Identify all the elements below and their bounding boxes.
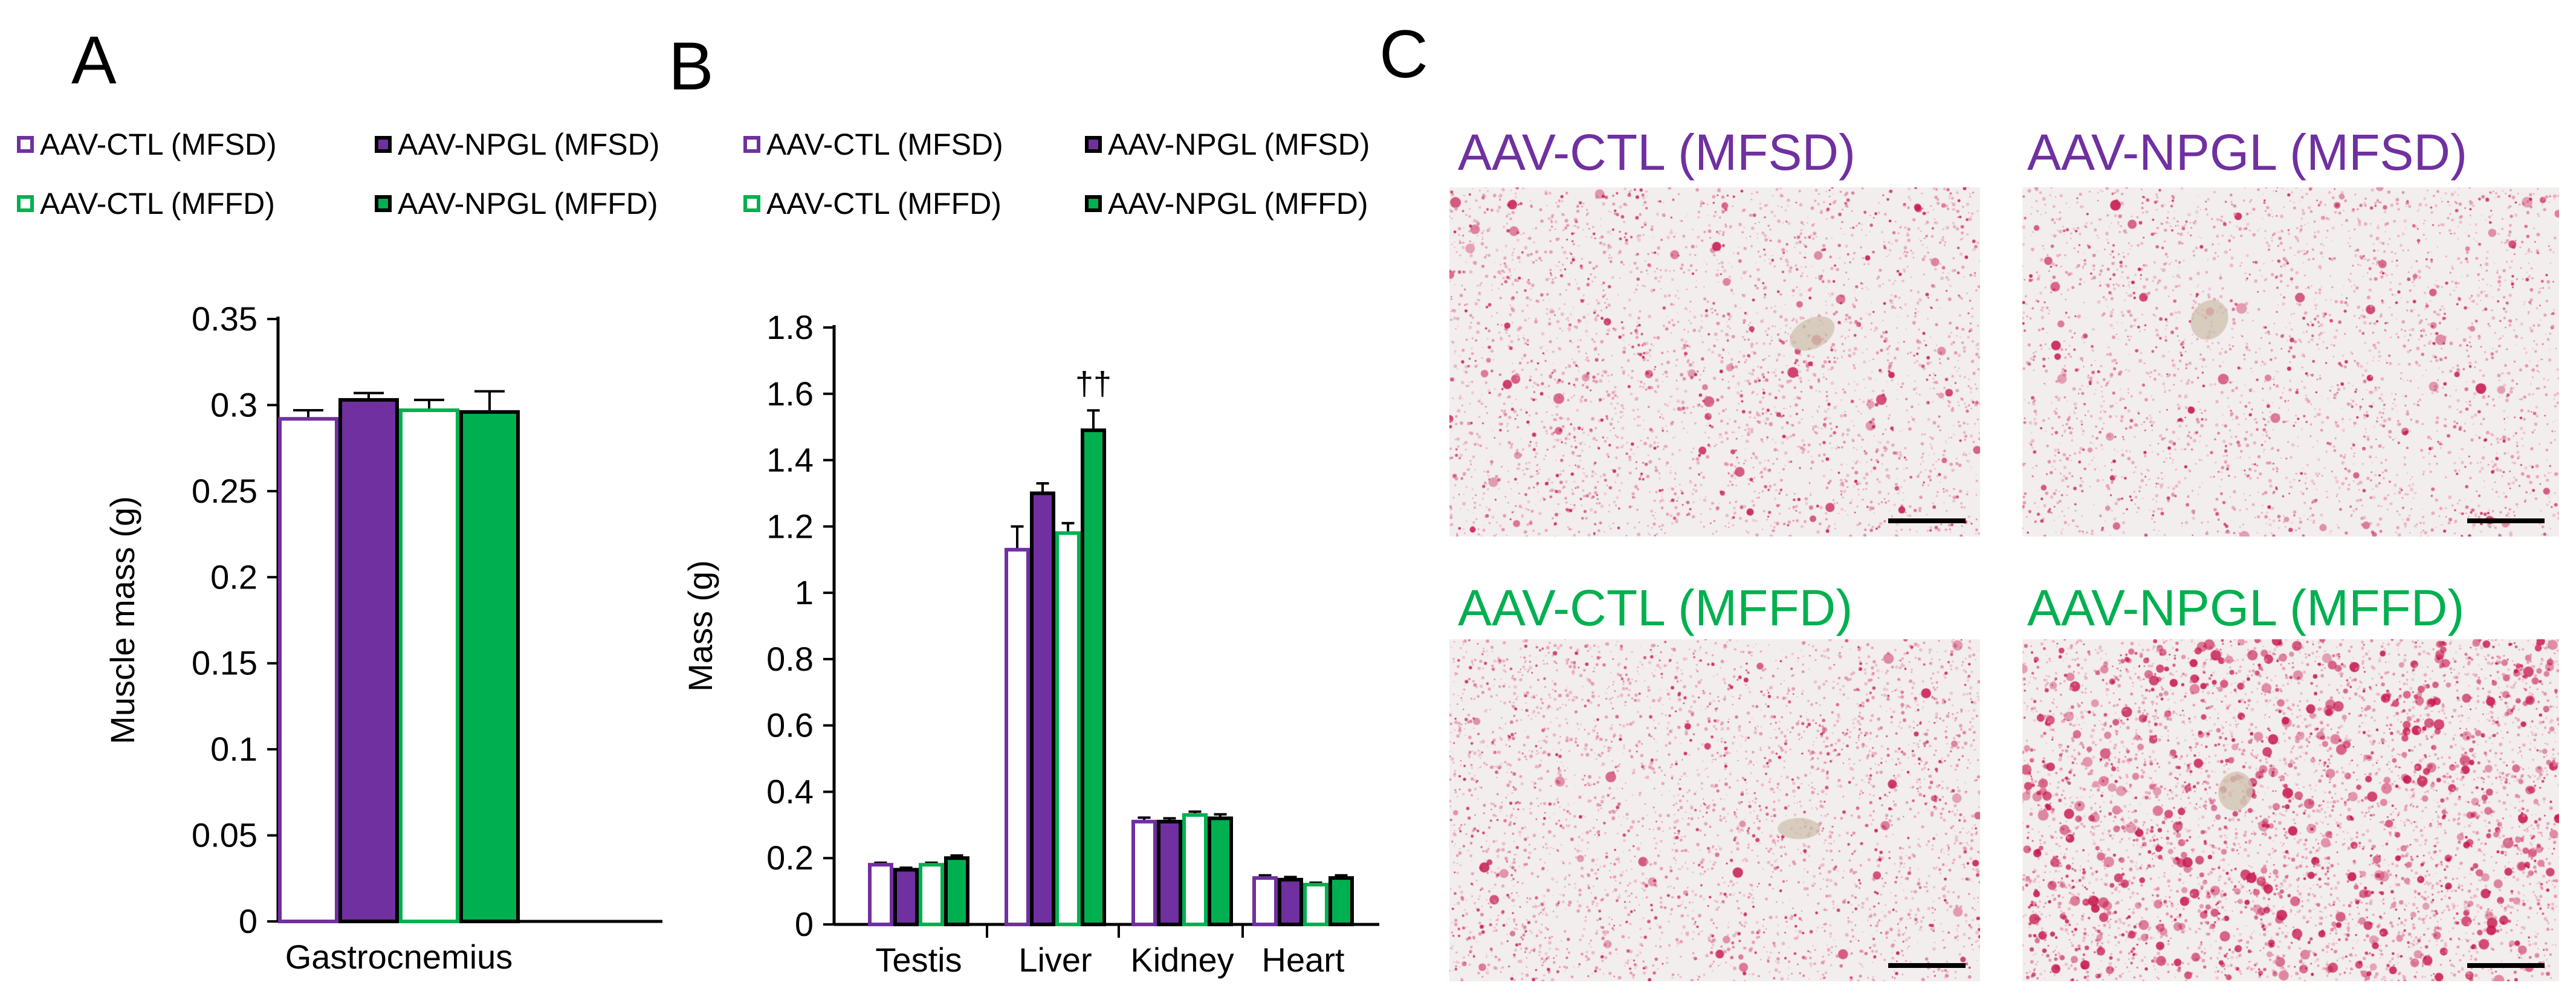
- bar: [868, 863, 893, 926]
- legend-label: AAV-NPGL (MFFD): [1108, 187, 1368, 221]
- legend-item: AAV-NPGL (MFFD): [375, 186, 658, 221]
- x-tick-label: Heart: [1262, 941, 1345, 979]
- micrograph-image: [2022, 187, 2559, 537]
- legend-label: AAV-NPGL (MFSD): [1108, 127, 1370, 161]
- y-tick-label: 1.2: [766, 507, 814, 545]
- panel-b-label: B: [668, 28, 714, 104]
- legend-label: AAV-CTL (MFSD): [766, 127, 1003, 161]
- legend-swatch: [17, 136, 34, 153]
- y-tick-label: 0.6: [766, 706, 814, 744]
- legend-item: AAV-NPGL (MFFD): [1085, 186, 1368, 221]
- legend-swatch: [1085, 136, 1102, 153]
- y-tick-label: 1.8: [766, 308, 814, 346]
- micrograph-image: [2022, 639, 2559, 981]
- bar: [944, 856, 969, 926]
- scale-bar: [2467, 963, 2545, 968]
- legend-item: AAV-NPGL (MFSD): [1085, 127, 1370, 162]
- y-tick-label: 0.1: [210, 730, 257, 768]
- y-tick-label: 0.25: [192, 472, 257, 510]
- legend-swatch: [17, 195, 34, 212]
- bar: [459, 410, 520, 923]
- y-tick-label: 0.2: [766, 839, 814, 877]
- significance-annotation: ††: [1075, 366, 1112, 402]
- bar: [1208, 816, 1233, 927]
- y-tick-label: 1.4: [766, 441, 814, 479]
- scale-bar: [1888, 518, 1966, 523]
- micrograph-title: AAV-NPGL (MFFD): [2027, 579, 2465, 636]
- x-tick-label: Testis: [875, 941, 962, 979]
- micrograph-title: AAV-NPGL (MFSD): [2027, 124, 2468, 181]
- bar: [278, 417, 338, 923]
- legend-swatch: [743, 195, 760, 212]
- y-tick-label: 0.8: [766, 640, 814, 678]
- micrograph-image: [1449, 187, 1980, 537]
- panel-c-label: C: [1379, 16, 1428, 92]
- bar: [1157, 819, 1182, 927]
- legend-label: AAV-NPGL (MFSD): [398, 127, 660, 161]
- y-tick-label: 0.2: [210, 558, 257, 596]
- y-tick-label: 0: [239, 902, 257, 940]
- bar: [1252, 876, 1278, 926]
- legend-swatch: [375, 136, 392, 153]
- scale-bar: [2467, 518, 2545, 523]
- scale-bar: [1888, 963, 1966, 968]
- legend-label: AAV-CTL (MFSD): [40, 127, 277, 161]
- legend-item: AAV-CTL (MFFD): [17, 186, 275, 221]
- legend-label: AAV-CTL (MFFD): [40, 187, 275, 221]
- y-tick-label: 0: [795, 905, 814, 943]
- bar: [338, 398, 399, 923]
- legend-item: AAV-CTL (MFFD): [743, 186, 1002, 221]
- y-tick-label: 0.15: [192, 644, 257, 682]
- bar: [919, 863, 944, 926]
- y-tick-label: 0.05: [192, 816, 257, 854]
- bar: [1303, 883, 1328, 926]
- y-tick-label: 0.4: [766, 772, 814, 810]
- bar: [1328, 876, 1354, 926]
- bar: [1005, 547, 1030, 926]
- bar: [399, 408, 459, 923]
- micrograph-title: AAV-CTL (MFFD): [1458, 579, 1853, 636]
- bar: [893, 868, 919, 927]
- micrograph-title: AAV-CTL (MFSD): [1458, 124, 1856, 181]
- y-axis-label: Mass (g): [681, 560, 719, 692]
- legend-label: AAV-CTL (MFFD): [766, 187, 1002, 221]
- y-tick-label: 0.3: [210, 385, 257, 424]
- legend-item: AAV-NPGL (MFSD): [375, 127, 659, 162]
- micrograph-image: [1449, 639, 1980, 981]
- bar: [1182, 813, 1208, 927]
- legend-item: AAV-CTL (MFSD): [17, 127, 277, 162]
- legend-swatch: [375, 195, 392, 212]
- y-axis-label: Muscle mass (g): [103, 496, 141, 744]
- y-tick-label: 1: [795, 573, 814, 611]
- bar: [1055, 531, 1081, 926]
- legend-label: AAV-NPGL (MFFD): [398, 187, 658, 221]
- legend-swatch: [743, 136, 760, 153]
- y-tick-label: 1.6: [766, 375, 814, 413]
- legend-swatch: [1085, 195, 1102, 212]
- bar: [1081, 428, 1106, 926]
- x-tick-label: Gastrocnemius: [285, 938, 513, 976]
- legend-item: AAV-CTL (MFSD): [743, 127, 1003, 162]
- bar: [1278, 877, 1303, 927]
- x-tick-label: Liver: [1018, 941, 1092, 979]
- panel-a-label: A: [71, 22, 117, 98]
- bar: [1030, 491, 1055, 926]
- x-tick-label: Kidney: [1130, 941, 1234, 979]
- y-tick-label: 0.35: [192, 300, 257, 338]
- bar: [1131, 819, 1157, 927]
